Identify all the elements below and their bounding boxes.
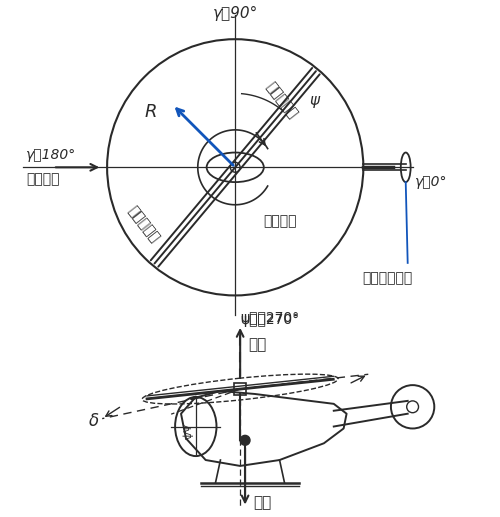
Text: ピッチ最大: ピッチ最大 bbox=[125, 204, 162, 245]
Text: テールロータ: テールロータ bbox=[362, 271, 412, 285]
Text: γ＝0°: γ＝0° bbox=[414, 175, 447, 189]
Text: 回転方向: 回転方向 bbox=[263, 215, 296, 229]
Text: γ＝180°: γ＝180° bbox=[26, 148, 76, 162]
Text: ψ: ψ bbox=[309, 93, 319, 108]
Text: ピッチ最小: ピッチ最小 bbox=[263, 80, 300, 121]
Text: δ: δ bbox=[89, 412, 100, 430]
Text: 重力: 重力 bbox=[253, 495, 271, 510]
Text: γ＝90°: γ＝90° bbox=[212, 6, 258, 22]
Text: ψ　＝270°: ψ ＝270° bbox=[240, 313, 300, 327]
Text: ѱѰ: ѱѰ bbox=[184, 422, 194, 439]
Bar bbox=[234, 383, 246, 395]
Text: 飛行方向: 飛行方向 bbox=[26, 172, 60, 186]
Circle shape bbox=[240, 435, 250, 445]
Text: R: R bbox=[144, 103, 157, 121]
Text: ψ　＝270°: ψ ＝270° bbox=[240, 311, 300, 325]
Text: 推力: 推力 bbox=[248, 337, 266, 352]
